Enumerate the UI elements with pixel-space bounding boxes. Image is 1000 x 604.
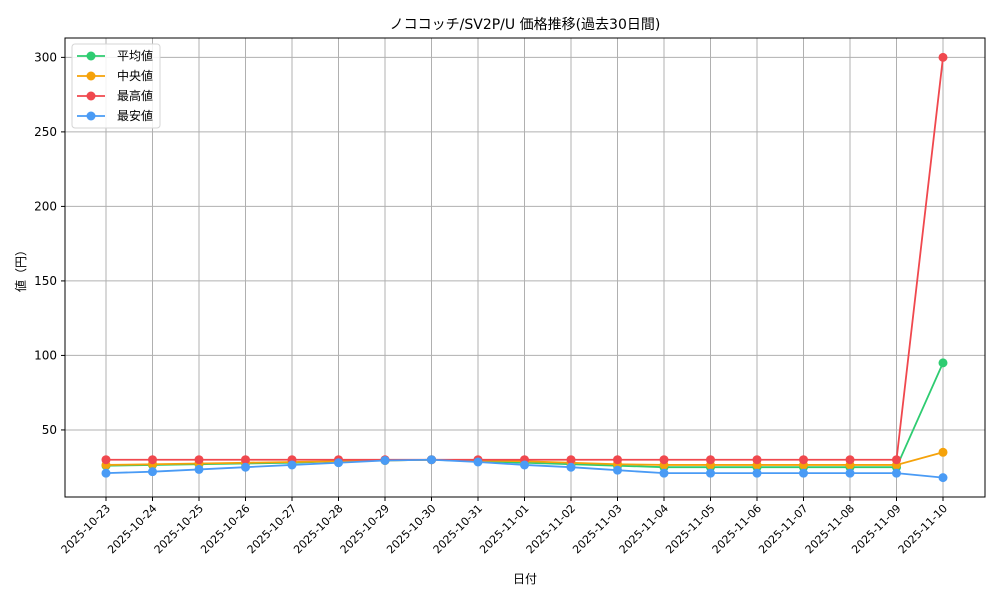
y-tick-label: 250 bbox=[34, 125, 57, 139]
data-point bbox=[427, 455, 436, 465]
legend-marker bbox=[86, 51, 96, 61]
series-lines bbox=[101, 52, 948, 483]
y-tick-label: 100 bbox=[34, 348, 57, 362]
data-point bbox=[892, 455, 901, 465]
data-point bbox=[148, 455, 157, 465]
legend-label: 中央値 bbox=[117, 68, 153, 83]
data-point bbox=[752, 455, 762, 465]
data-point bbox=[892, 468, 901, 478]
data-point bbox=[706, 455, 715, 465]
legend-marker bbox=[86, 111, 96, 121]
data-point bbox=[380, 455, 390, 465]
y-tick-label: 150 bbox=[34, 274, 57, 288]
data-point bbox=[752, 468, 762, 478]
data-point bbox=[659, 468, 669, 478]
legend-marker bbox=[86, 91, 96, 101]
series-最安値 bbox=[101, 455, 948, 483]
legend-box bbox=[71, 43, 161, 129]
data-point bbox=[799, 468, 808, 478]
data-point bbox=[938, 447, 948, 457]
data-point bbox=[148, 467, 157, 477]
legend-label: 最安値 bbox=[117, 108, 153, 123]
legend-label: 最高値 bbox=[117, 88, 153, 103]
x-axis-label: 日付 bbox=[513, 572, 537, 586]
data-point bbox=[241, 455, 250, 465]
data-point bbox=[845, 468, 855, 478]
legend-label: 平均値 bbox=[117, 48, 153, 63]
data-point bbox=[194, 464, 204, 474]
y-axis-label: 値（円） bbox=[13, 244, 28, 292]
gridlines bbox=[65, 38, 985, 497]
data-point bbox=[101, 468, 111, 478]
data-point bbox=[101, 455, 111, 465]
y-axis: 50 100 150 200 250 300 bbox=[34, 50, 65, 437]
data-point bbox=[334, 458, 343, 468]
legend-marker bbox=[86, 71, 96, 81]
data-point bbox=[566, 455, 576, 465]
data-point bbox=[706, 468, 715, 478]
data-point bbox=[520, 460, 529, 470]
data-point bbox=[473, 457, 483, 467]
data-point bbox=[613, 455, 622, 465]
data-point bbox=[938, 52, 948, 62]
data-point bbox=[938, 473, 948, 483]
chart-title: ノココッチ/SV2P/U 価格推移(過去30日間) bbox=[390, 17, 661, 33]
x-tick-label: 2025-11-10 bbox=[896, 502, 950, 556]
data-point bbox=[287, 460, 297, 470]
data-point bbox=[845, 455, 855, 465]
data-point bbox=[613, 465, 622, 475]
data-point bbox=[241, 462, 250, 472]
data-point bbox=[659, 455, 669, 465]
data-point bbox=[938, 358, 948, 368]
y-tick-label: 200 bbox=[34, 199, 57, 213]
y-tick-label: 50 bbox=[42, 423, 57, 437]
y-tick-label: 300 bbox=[34, 50, 57, 64]
x-axis: 2025-10-232025-10-242025-10-252025-10-26… bbox=[59, 497, 950, 556]
data-point bbox=[566, 462, 576, 472]
data-point bbox=[194, 455, 204, 465]
data-point bbox=[799, 455, 808, 465]
